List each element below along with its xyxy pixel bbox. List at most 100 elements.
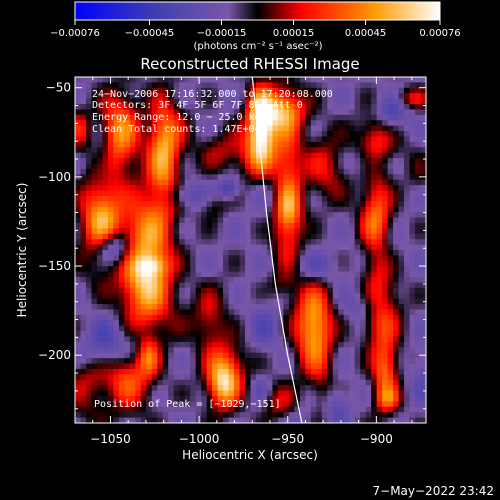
- heatmap-cell: [80, 282, 87, 289]
- heatmap-cell: [349, 271, 356, 278]
- heatmap-cell: [245, 266, 251, 273]
- heatmap-cell: [118, 77, 125, 83]
- heatmap-cell: [113, 87, 120, 94]
- heatmap-cell: [102, 395, 109, 402]
- heatmap-cell: [365, 222, 372, 229]
- heatmap-cell: [239, 304, 246, 310]
- heatmap-cell: [91, 271, 98, 278]
- heatmap-cell: [382, 174, 389, 181]
- heatmap-cell: [168, 401, 175, 408]
- heatmap-cell: [288, 298, 295, 305]
- heatmap-cell: [283, 195, 290, 202]
- heatmap-cell: [409, 347, 416, 354]
- heatmap-cell: [261, 152, 268, 159]
- heatmap-cell: [102, 406, 109, 413]
- heatmap-cell: [85, 368, 92, 375]
- heatmap-cell: [245, 244, 251, 251]
- heatmap-cell: [261, 87, 268, 94]
- heatmap-cell: [365, 412, 372, 418]
- heatmap-cell: [195, 271, 202, 278]
- heatmap-cell: [338, 163, 345, 170]
- heatmap-cell: [255, 266, 262, 273]
- heatmap-cell: [327, 239, 334, 245]
- heatmap-cell: [107, 314, 114, 321]
- heatmap-cell: [146, 87, 153, 94]
- heatmap-cell: [91, 374, 98, 381]
- heatmap-cell: [107, 341, 114, 348]
- heatmap-cell: [382, 352, 389, 359]
- heatmap-cell: [338, 293, 345, 300]
- heatmap-cell: [140, 104, 147, 110]
- heatmap-cell: [212, 260, 218, 267]
- heatmap-cell: [360, 201, 367, 208]
- heatmap-cell: [393, 374, 399, 381]
- heatmap-cell: [113, 168, 120, 175]
- heatmap-cell: [360, 98, 367, 105]
- heatmap-cell: [118, 163, 125, 170]
- heatmap-cell: [201, 190, 208, 197]
- heatmap-cell: [393, 287, 399, 294]
- heatmap-cell: [201, 347, 208, 354]
- heatmap-cell: [135, 147, 142, 154]
- heatmap-cell: [349, 93, 356, 100]
- heatmap-cell: [135, 163, 142, 170]
- heatmap-cell: [316, 147, 323, 154]
- heatmap-cell: [228, 93, 235, 100]
- heatmap-cell: [360, 385, 367, 391]
- heatmap-cell: [157, 358, 164, 364]
- heatmap-cell: [255, 147, 262, 154]
- heatmap-cell: [327, 179, 334, 186]
- heatmap-cell: [404, 314, 410, 321]
- heatmap-cell: [113, 395, 120, 402]
- heatmap-cell: [228, 293, 235, 300]
- heatmap-cell: [184, 120, 191, 127]
- heatmap-cell: [409, 195, 416, 202]
- heatmap-cell: [398, 374, 405, 381]
- heatmap-cell: [404, 293, 410, 300]
- heatmap-cell: [124, 233, 131, 240]
- heatmap-cell: [168, 314, 175, 321]
- heatmap-cell: [250, 406, 257, 413]
- heatmap-cell: [409, 406, 416, 413]
- heatmap-cell: [80, 374, 87, 381]
- heatmap-cell: [223, 347, 229, 354]
- heatmap-cell: [398, 228, 405, 235]
- heatmap-cell: [393, 271, 399, 278]
- heatmap-cell: [239, 336, 246, 343]
- heatmap-cell: [107, 287, 114, 294]
- heatmap-cell: [102, 87, 109, 94]
- heatmap-cell: [261, 385, 268, 391]
- heatmap-cell: [146, 244, 153, 251]
- heatmap-cell: [239, 358, 246, 364]
- heatmap-cell: [217, 417, 224, 423]
- heatmap-cell: [409, 185, 416, 191]
- heatmap-cell: [96, 401, 103, 408]
- heatmap-cell: [201, 179, 208, 186]
- heatmap-cell: [365, 277, 372, 283]
- colorbar-units: (photons cm⁻² s⁻¹ asec⁻²): [193, 41, 322, 52]
- heatmap-cell: [239, 104, 246, 110]
- heatmap-cell: [91, 395, 98, 402]
- heatmap-cell: [415, 336, 421, 343]
- heatmap-cell: [393, 260, 399, 267]
- heatmap-cell: [206, 347, 213, 354]
- heatmap-cell: [365, 368, 372, 375]
- heatmap-cell: [102, 163, 109, 170]
- heatmap-cell: [294, 114, 301, 121]
- heatmap-cell: [310, 120, 317, 127]
- heatmap-cell: [162, 347, 169, 354]
- heatmap-cell: [365, 282, 372, 289]
- heatmap-cell: [102, 390, 109, 397]
- heatmap-cell: [113, 120, 120, 127]
- heatmap-cell: [102, 109, 109, 116]
- heatmap-cell: [168, 93, 175, 100]
- heatmap-cell: [250, 266, 257, 273]
- heatmap-cell: [387, 341, 394, 348]
- heatmap-cell: [201, 158, 208, 164]
- heatmap-cell: [305, 147, 312, 154]
- heatmap-cell: [190, 190, 197, 197]
- heatmap-cell: [310, 352, 317, 359]
- heatmap-cell: [118, 260, 125, 267]
- heatmap-cell: [393, 347, 399, 354]
- heatmap-cell: [80, 163, 87, 170]
